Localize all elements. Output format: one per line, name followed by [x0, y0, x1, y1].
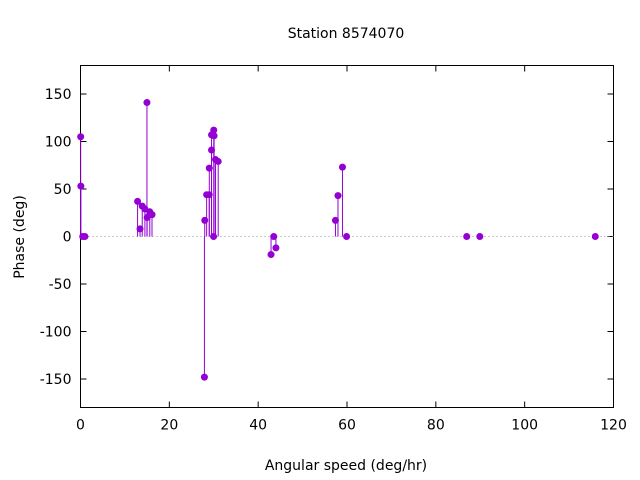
- data-point: [343, 233, 351, 240]
- chart-title: Station 8574070: [288, 26, 405, 42]
- data-point: [210, 233, 218, 240]
- data-point: [338, 163, 346, 171]
- data-point: [77, 182, 85, 190]
- x-tick-label: 40: [249, 418, 267, 434]
- data-point: [270, 233, 278, 240]
- data-point: [331, 216, 339, 224]
- data-point: [591, 233, 599, 240]
- y-tick-label: -50: [49, 277, 72, 293]
- data-point: [205, 164, 213, 172]
- data-point: [210, 126, 218, 134]
- data-point: [214, 157, 222, 165]
- data-point: [200, 373, 208, 381]
- y-tick-label: 100: [45, 135, 72, 151]
- y-tick-label: -100: [40, 325, 72, 341]
- y-tick-label: -150: [40, 372, 72, 388]
- y-axis-ticks: -150 -100 -50 0 50 100 150: [40, 87, 614, 388]
- data-point: [210, 132, 218, 140]
- y-tick-label: 0: [63, 230, 72, 246]
- data-point: [81, 233, 89, 240]
- data-point: [476, 233, 484, 240]
- x-axis-label: Angular speed (deg/hr): [265, 458, 427, 474]
- data-point: [148, 211, 156, 219]
- data-point: [136, 225, 144, 233]
- y-tick-label: 50: [54, 182, 72, 198]
- data-point: [201, 216, 209, 224]
- data-point: [134, 197, 142, 205]
- y-axis-label: Phase (deg): [12, 195, 28, 279]
- data-points: [77, 99, 599, 381]
- data-point: [267, 251, 275, 259]
- x-tick-label: 20: [160, 418, 178, 434]
- x-tick-label: 80: [427, 418, 445, 434]
- data-point: [208, 146, 216, 154]
- x-tick-label: 0: [76, 418, 85, 434]
- x-axis-ticks: 0 20 40 60 80 100 120: [76, 65, 627, 434]
- x-tick-label: 60: [338, 418, 356, 434]
- y-tick-label: 150: [45, 87, 72, 103]
- data-point: [205, 191, 213, 199]
- data-point: [77, 133, 85, 141]
- data-point: [463, 233, 471, 240]
- x-tick-label: 100: [511, 418, 538, 434]
- data-stems: [80, 102, 343, 378]
- data-point: [334, 192, 342, 200]
- data-point: [143, 99, 151, 107]
- data-point: [272, 244, 280, 252]
- x-tick-label: 120: [600, 418, 627, 434]
